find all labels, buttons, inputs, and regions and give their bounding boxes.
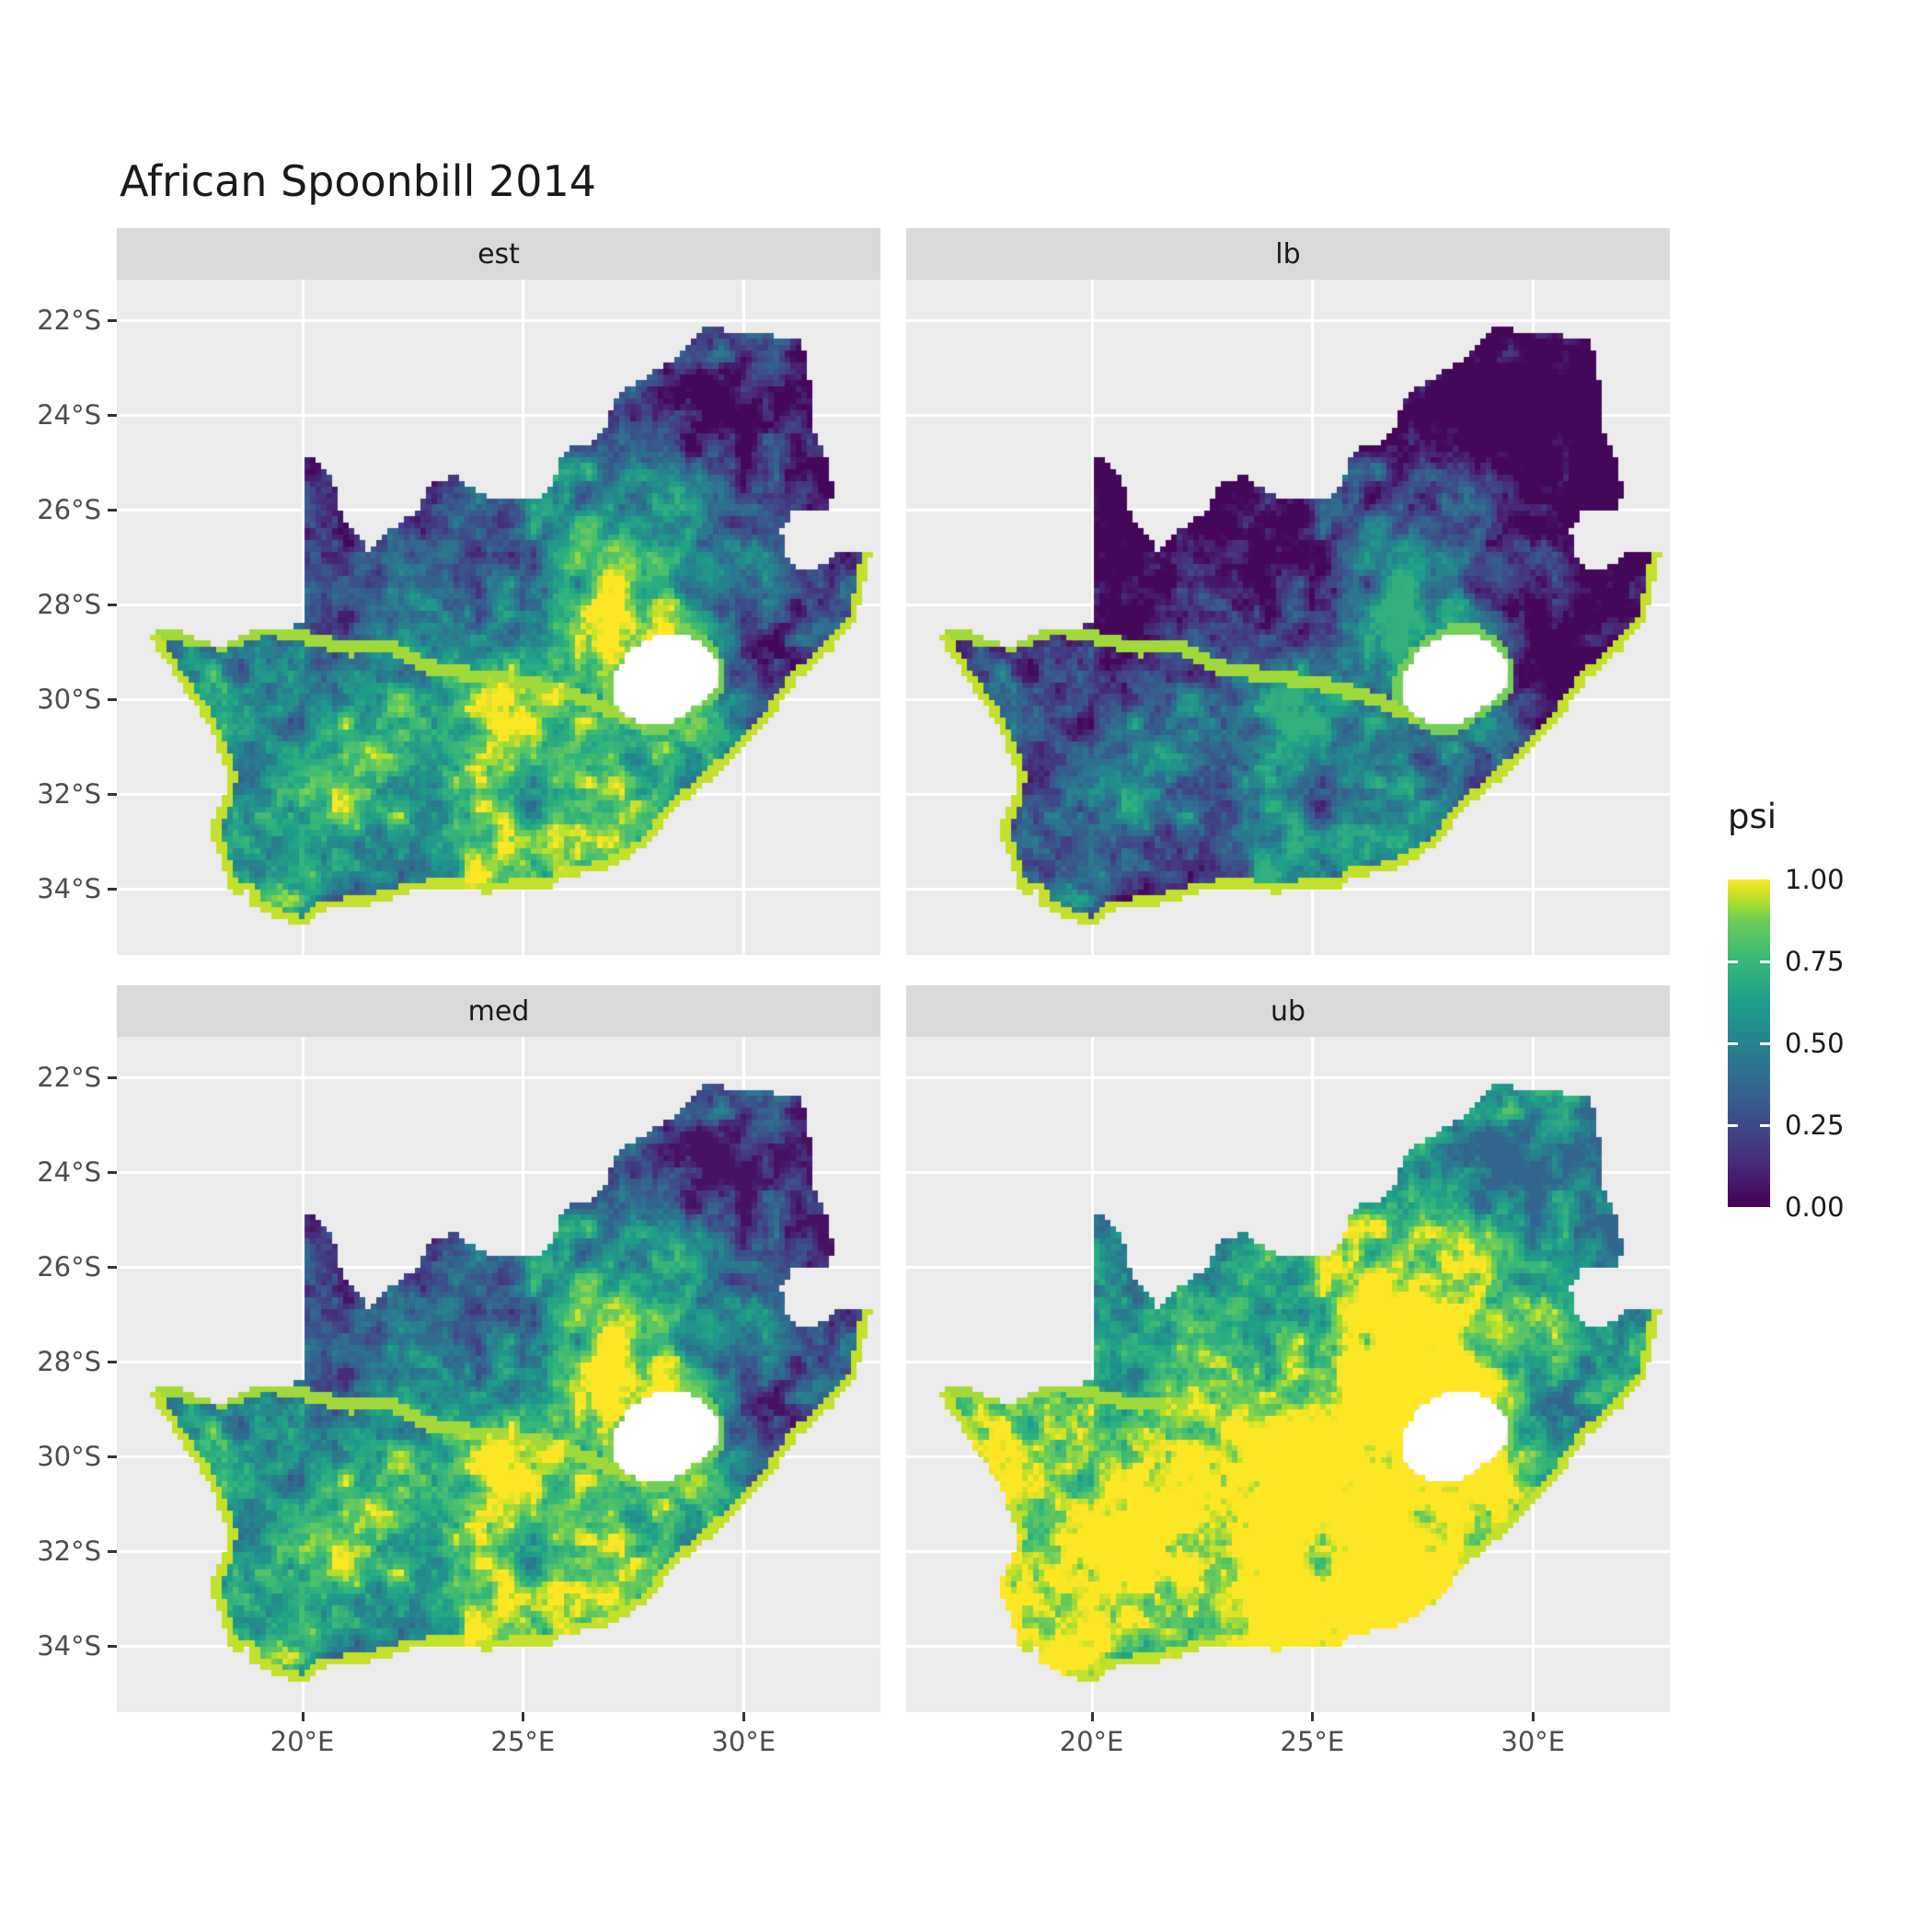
facet-strip-lb: lb [906,228,1670,280]
y-axis-label: 28°S [37,1346,101,1378]
y-axis-tick [108,1361,117,1364]
facet-strip-est: est [117,228,880,280]
x-axis-tick [1090,1712,1094,1721]
legend-bar-tick [1728,1041,1738,1045]
facet-strip-ub: ub [906,985,1670,1037]
legend-bar-tick [1760,1041,1770,1045]
y-axis-label: 24°S [37,399,101,431]
facet-panel-ub [906,1037,1670,1712]
y-axis-label: 22°S [37,1062,101,1094]
y-axis-tick [108,698,117,702]
legend: psi 1.00 0.75 0.50 0.25 0.00 [1722,797,1930,1349]
y-axis-label: 30°S [37,684,101,716]
x-axis-label: 20°E [270,1726,335,1757]
legend-tick-label: 0.75 [1785,946,1845,977]
y-axis-tick [108,1076,117,1080]
y-axis-label: 32°S [37,1535,101,1567]
legend-title: psi [1728,797,1777,836]
x-axis-tick [522,1712,525,1721]
y-axis-label: 34°S [37,872,101,904]
y-axis-tick [108,1644,117,1648]
y-axis-label: 26°S [37,494,101,526]
y-axis-label: 28°S [37,589,101,621]
y-axis-label: 30°S [37,1441,101,1473]
legend-bar-tick [1728,960,1738,963]
y-axis-label: 26°S [37,1251,101,1283]
x-axis-tick [1532,1712,1535,1721]
facet-strip-label-ub: ub [1270,995,1306,1028]
legend-tick-label: 1.00 [1785,864,1845,895]
y-axis-tick [108,1455,117,1459]
facet-strip-med: med [117,985,880,1037]
facet-strip-label-med: med [467,995,530,1028]
y-axis-label: 32°S [37,777,101,810]
facet-panel-med [117,1037,880,1712]
legend-tick-label: 0.50 [1785,1028,1845,1059]
y-axis-tick [108,1266,117,1270]
y-axis-tick [108,887,117,891]
facet-panel-est [117,280,880,955]
facet-panel-lb [906,280,1670,955]
y-axis-label: 22°S [37,305,101,337]
legend-bar-tick [1760,1123,1770,1127]
map-raster-est [117,280,880,955]
legend-tick-label: 0.00 [1785,1191,1845,1223]
legend-tick-label: 0.25 [1785,1110,1845,1141]
plot-title: African Spoonbill 2014 [120,156,597,206]
y-axis-tick [108,1549,117,1553]
x-axis-tick [1311,1712,1315,1721]
x-axis-label: 20°E [1059,1726,1124,1757]
y-axis-tick [108,509,117,512]
y-axis-label: 24°S [37,1156,101,1189]
legend-bar-tick [1760,960,1770,963]
y-axis-tick [108,1171,117,1175]
y-axis-tick [108,604,117,607]
facet-strip-label-est: est [477,237,520,270]
map-raster-ub [906,1037,1670,1712]
map-raster-med [117,1037,880,1712]
x-axis-label: 30°E [711,1726,776,1757]
x-axis-tick [742,1712,746,1721]
y-axis-tick [108,792,117,796]
x-axis-label: 25°E [490,1726,556,1757]
map-raster-lb [906,280,1670,955]
facet-strip-label-lb: lb [1275,237,1301,270]
x-axis-label: 30°E [1501,1726,1566,1757]
x-axis-tick [301,1712,305,1721]
y-axis-label: 34°S [37,1629,101,1662]
x-axis-label: 25°E [1280,1726,1345,1757]
y-axis-tick [108,414,117,418]
legend-bar-tick [1728,1123,1738,1127]
y-axis-tick [108,319,117,323]
legend-colorbar [1728,880,1770,1207]
